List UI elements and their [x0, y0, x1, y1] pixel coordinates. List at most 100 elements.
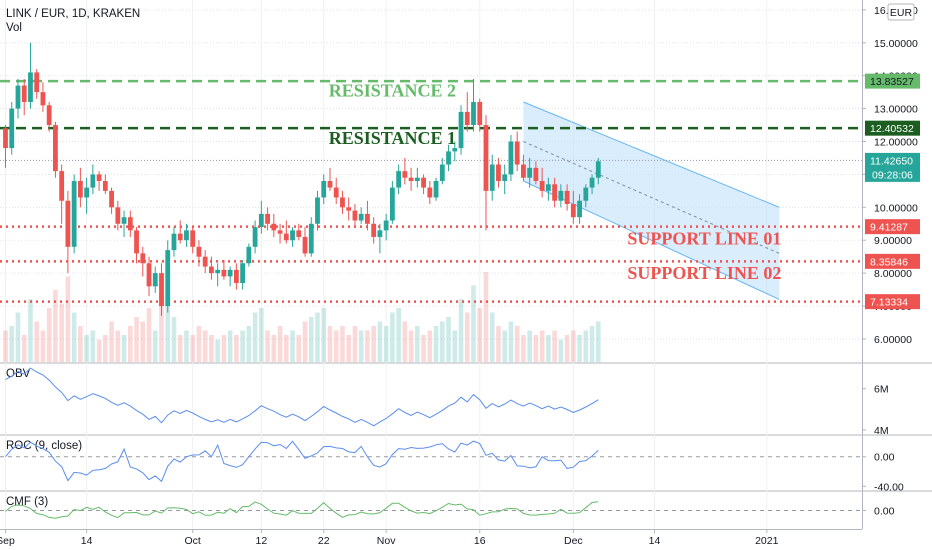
candle-body-2	[15, 85, 21, 109]
volume-bars	[3, 272, 601, 362]
volume-bar-21	[134, 317, 139, 362]
volume-bar-2	[15, 312, 21, 362]
candle-body-91	[570, 204, 576, 218]
volume-bar-65	[408, 330, 414, 362]
support-line-01-label: SUPPORT LINE 01	[627, 229, 781, 249]
channel-median-line	[523, 141, 780, 254]
roc-tick-label-0: 0.00	[874, 452, 895, 464]
candle-body-45	[283, 233, 289, 241]
volume-bar-89	[558, 339, 564, 362]
candle-body-80	[502, 174, 508, 181]
candle-body-44	[277, 230, 283, 234]
volume-bar-79	[496, 326, 501, 362]
volume-bar-8	[53, 290, 58, 362]
volume-bar-38	[240, 330, 245, 362]
candle-body-10	[65, 200, 71, 247]
volume-bar-59	[371, 326, 376, 362]
candle-body-40	[252, 227, 258, 247]
candle-body-50	[315, 197, 320, 224]
volume-bar-43	[271, 335, 277, 362]
candle-body-37	[233, 269, 239, 284]
volume-label: Vol	[6, 22, 22, 34]
volume-bar-92	[577, 335, 582, 362]
volume-bar-33	[209, 335, 214, 362]
volume-bar-91	[571, 330, 576, 362]
volume-bar-42	[265, 330, 270, 362]
volume-bar-30	[190, 335, 195, 362]
time-tick-label-4: 22	[318, 535, 330, 547]
volume-bar-27	[171, 317, 177, 362]
candle-body-29	[184, 230, 189, 241]
volume-bar-84	[527, 330, 532, 362]
currency-badge[interactable]	[887, 3, 915, 21]
candle-body-64	[402, 171, 408, 178]
candle-body-48	[302, 236, 308, 254]
volume-bar-46	[290, 330, 295, 362]
candle-body-32	[202, 256, 208, 267]
volume-bar-41	[259, 308, 264, 362]
roc-series-line	[5, 440, 599, 483]
volume-bar-68	[427, 330, 433, 362]
candle-body-24	[152, 273, 158, 287]
candle-body-25	[159, 273, 164, 307]
volume-bar-45	[284, 335, 289, 362]
support-line-02-price-tag	[865, 253, 920, 269]
volume-bar-90	[564, 335, 570, 362]
time-axis[interactable]: Sep 14 Oct 12 22 Nov 16 Dec 14 2021	[0, 529, 779, 547]
candle-body-76	[477, 102, 483, 126]
volume-bar-34	[215, 339, 220, 362]
candle-body-79	[496, 164, 501, 181]
candle-body-18	[115, 207, 121, 224]
candle-body-8	[53, 125, 58, 172]
volume-bar-61	[383, 326, 389, 362]
candle-body-35	[221, 269, 227, 277]
volume-bar-37	[234, 335, 239, 362]
support-3-price-tag-label: 7.13334	[870, 297, 908, 309]
obv-series-line	[5, 367, 599, 427]
price-tick-label-6: 12.00000	[874, 137, 918, 149]
candle-body-4	[28, 72, 33, 103]
candle-body-67	[421, 177, 426, 188]
candle-body-62	[389, 187, 395, 221]
volume-bar-75	[471, 285, 476, 362]
volume-bar-1	[9, 326, 15, 362]
candle-body-33	[209, 266, 214, 274]
resistance-1-label: RESISTANCE 1	[329, 128, 456, 148]
volume-bar-12	[78, 326, 83, 362]
candle-body-3	[21, 85, 27, 103]
volume-bar-77	[483, 272, 489, 362]
last-price-tag-label: 11.42650	[870, 155, 913, 167]
volume-bar-15	[96, 339, 102, 362]
volume-bar-54	[340, 326, 345, 362]
candle-body-93	[583, 187, 589, 201]
time-tick-label-2: Oct	[185, 535, 201, 547]
axis-background	[862, 0, 932, 550]
volume-bar-24	[152, 330, 158, 362]
candle-body-39	[246, 246, 252, 264]
time-tick-label-8: 14	[649, 535, 661, 547]
candle-body-52	[327, 181, 333, 188]
volume-bar-26	[165, 281, 171, 362]
time-tick-label-0: Sep	[0, 535, 15, 547]
countdown-tag-label: 09:28:06	[872, 169, 913, 181]
candle-body-88	[552, 184, 558, 201]
roc-pane-label: ROC (9, close)	[6, 440, 82, 452]
volume-bar-50	[315, 312, 320, 362]
volume-bar-66	[415, 326, 420, 362]
resistance-1-price-tag-label: 12.40532	[870, 123, 914, 135]
volume-bar-9	[59, 303, 64, 362]
candle-body-66	[414, 177, 420, 181]
volume-bar-5	[34, 321, 39, 362]
obv-tick-label-0: 6M	[874, 384, 889, 396]
candle-body-75	[471, 102, 476, 126]
candle-body-31	[196, 246, 202, 257]
level-annotations: RESISTANCE 2 RESISTANCE 1 SUPPORT LINE 01 S…	[329, 81, 782, 284]
volume-bar-58	[365, 330, 370, 362]
volume-bar-95	[596, 321, 601, 362]
candle-body-65	[408, 177, 414, 181]
volume-bar-14	[90, 330, 96, 362]
candle-body-56	[352, 210, 358, 221]
candle-body-5	[34, 72, 40, 93]
candle-body-78	[489, 164, 495, 191]
support-line-02-price-tag-label: 8.35846	[870, 256, 908, 268]
